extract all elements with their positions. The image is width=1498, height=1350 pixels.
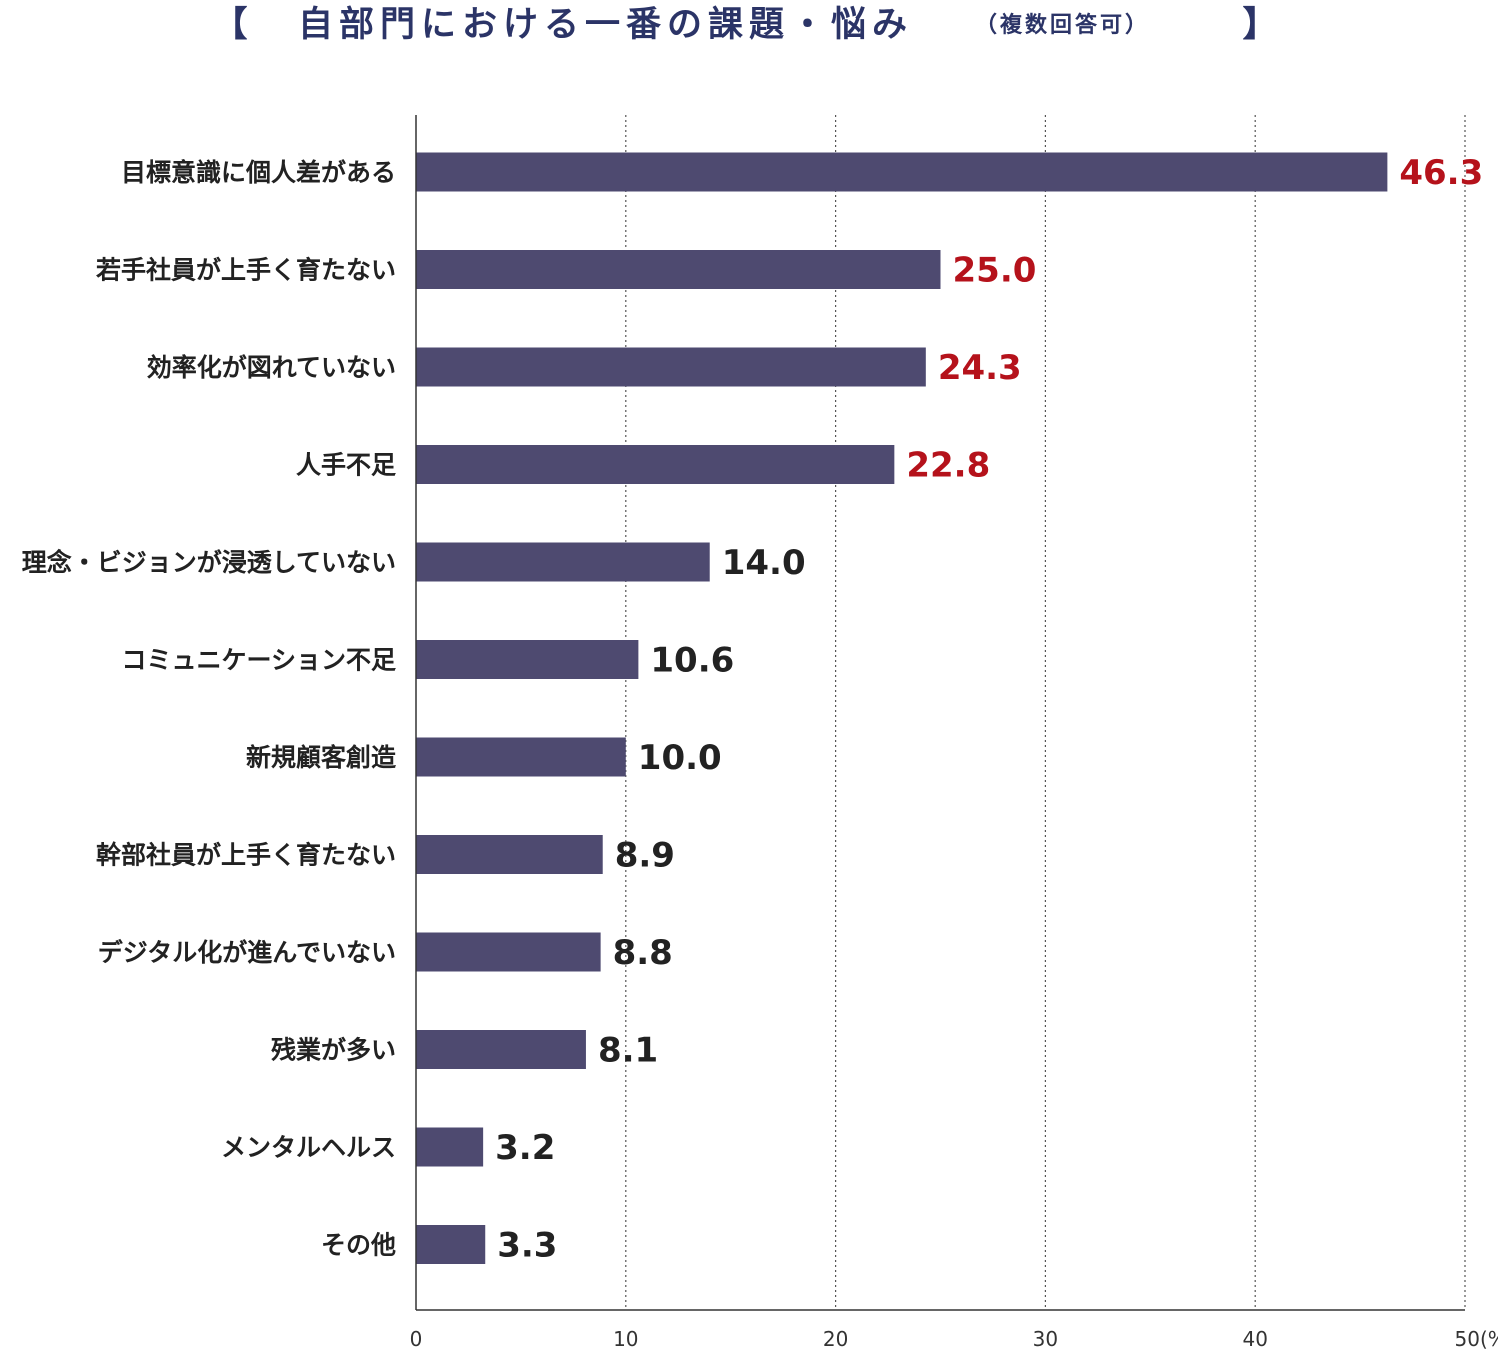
- bar: [416, 1225, 486, 1264]
- bar: [416, 152, 1388, 192]
- value-label: 8.8: [613, 933, 673, 973]
- x-tick-label: 50: [1455, 1327, 1480, 1350]
- category-label: デジタル化が進んでいない: [98, 938, 396, 967]
- category-label: 理念・ビジョンが浸透していない: [22, 548, 396, 577]
- value-label: 14.0: [722, 543, 806, 583]
- category-label: 幹部社員が上手く育たない: [96, 841, 396, 870]
- category-label: メンタルヘルス: [221, 1133, 396, 1162]
- value-label: 8.9: [615, 836, 675, 876]
- bar: [416, 250, 941, 289]
- category-label: 目標意識に個人差がある: [121, 158, 396, 187]
- value-label: 3.3: [497, 1226, 557, 1266]
- value-label: 10.0: [638, 738, 722, 778]
- title-close-bracket: 】: [1242, 5, 1277, 45]
- category-label: コミュニケーション不足: [121, 646, 396, 675]
- chart-title: 【 自部門における一番の課題・悩み （複数回答可） 】: [212, 5, 1277, 45]
- bar: [416, 347, 926, 387]
- x-tick-label: 0: [410, 1327, 423, 1350]
- grid-lines: [625, 115, 1466, 1310]
- x-tick-label: 30: [1033, 1327, 1058, 1350]
- category-labels: 目標意識に個人差がある若手社員が上手く育たない効率化が図れていない人手不足理念・…: [22, 158, 396, 1260]
- value-label: 22.8: [906, 446, 990, 486]
- bars: [416, 152, 1388, 1264]
- value-label: 8.1: [598, 1031, 658, 1071]
- title-open-bracket: 【: [212, 5, 247, 45]
- value-label: 24.3: [938, 348, 1022, 388]
- value-label: 25.0: [953, 251, 1037, 291]
- category-label: 効率化が図れていない: [147, 353, 396, 382]
- x-tick-label: 20: [823, 1327, 848, 1350]
- value-label: 10.6: [650, 641, 734, 681]
- value-label: 3.2: [495, 1128, 555, 1168]
- x-axis-unit-label: (%): [1480, 1327, 1498, 1350]
- x-tick-label: 40: [1242, 1327, 1267, 1350]
- x-tick-label: 10: [613, 1327, 638, 1350]
- bar: [416, 835, 603, 874]
- bar: [416, 1127, 484, 1167]
- category-label: 若手社員が上手く育たない: [95, 256, 396, 285]
- bar: [416, 1030, 586, 1069]
- category-label: 人手不足: [296, 451, 396, 480]
- bar: [416, 640, 639, 679]
- chart-subtitle: （複数回答可）: [975, 12, 1150, 38]
- bar: [416, 445, 895, 484]
- category-label: 新規顧客創造: [246, 743, 396, 772]
- bar: [416, 932, 601, 972]
- category-label: 残業が多い: [271, 1036, 396, 1065]
- axes: 0 10 20 30 40 50: [410, 115, 1480, 1350]
- value-label: 46.3: [1399, 153, 1483, 193]
- bar: [416, 737, 626, 777]
- bar: [416, 542, 710, 582]
- value-labels: 46.3 25.0 24.3 22.8 14.0 10.6 10.0 8.9 8.8 8.1 3.2…: [495, 153, 1483, 1266]
- category-label: その他: [321, 1231, 396, 1260]
- chart-title-text: 自部門における一番の課題・悩み: [298, 5, 913, 45]
